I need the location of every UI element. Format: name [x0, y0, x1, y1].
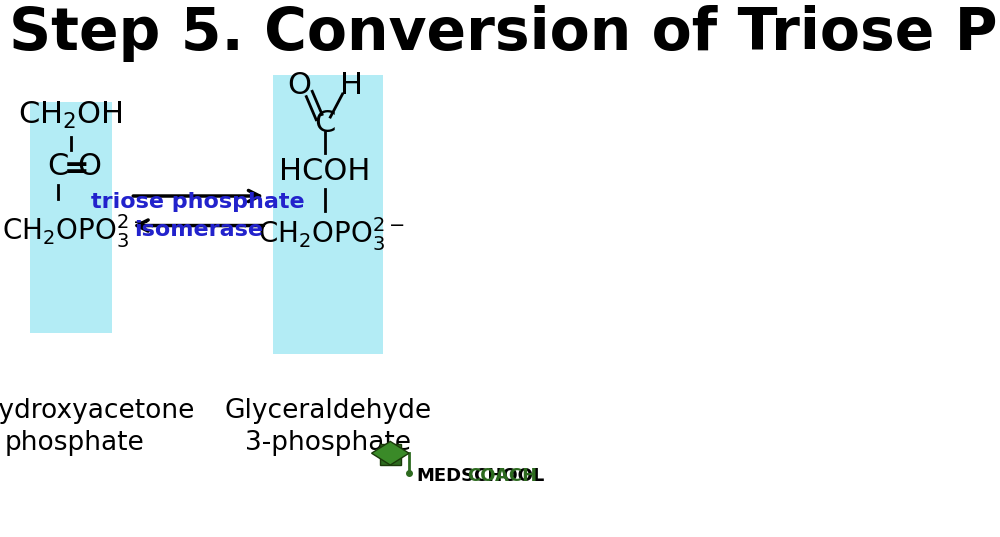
Text: Glyceraldehyde: Glyceraldehyde [224, 398, 432, 424]
Text: COACH: COACH [467, 467, 537, 485]
Text: C: C [47, 152, 68, 181]
Text: 3-phosphate: 3-phosphate [245, 430, 411, 456]
Text: CH$_2$OH: CH$_2$OH [18, 100, 123, 131]
Polygon shape [372, 441, 409, 465]
Text: $\mathbf{=}$: $\mathbf{=}$ [58, 152, 88, 181]
Text: triose phosphate
isomerase: triose phosphate isomerase [91, 192, 305, 240]
Text: Step 5. Conversion of Triose Phosphate: Step 5. Conversion of Triose Phosphate [9, 5, 1000, 62]
Text: CH$_2$OPO$_3^{2-}$: CH$_2$OPO$_3^{2-}$ [2, 212, 149, 250]
Text: O: O [78, 152, 102, 181]
FancyBboxPatch shape [273, 75, 383, 354]
FancyBboxPatch shape [380, 444, 401, 465]
Text: MEDSCHOOL: MEDSCHOOL [416, 467, 544, 485]
FancyBboxPatch shape [30, 102, 112, 333]
Text: CH$_2$OPO$_3^{2-}$: CH$_2$OPO$_3^{2-}$ [258, 215, 405, 252]
Text: Dihydroxyacetone: Dihydroxyacetone [0, 398, 194, 424]
Text: H: H [340, 71, 363, 100]
Text: O: O [287, 71, 311, 100]
Text: HCOH: HCOH [279, 157, 370, 186]
Text: phosphate: phosphate [4, 430, 144, 456]
Text: C: C [314, 109, 335, 138]
